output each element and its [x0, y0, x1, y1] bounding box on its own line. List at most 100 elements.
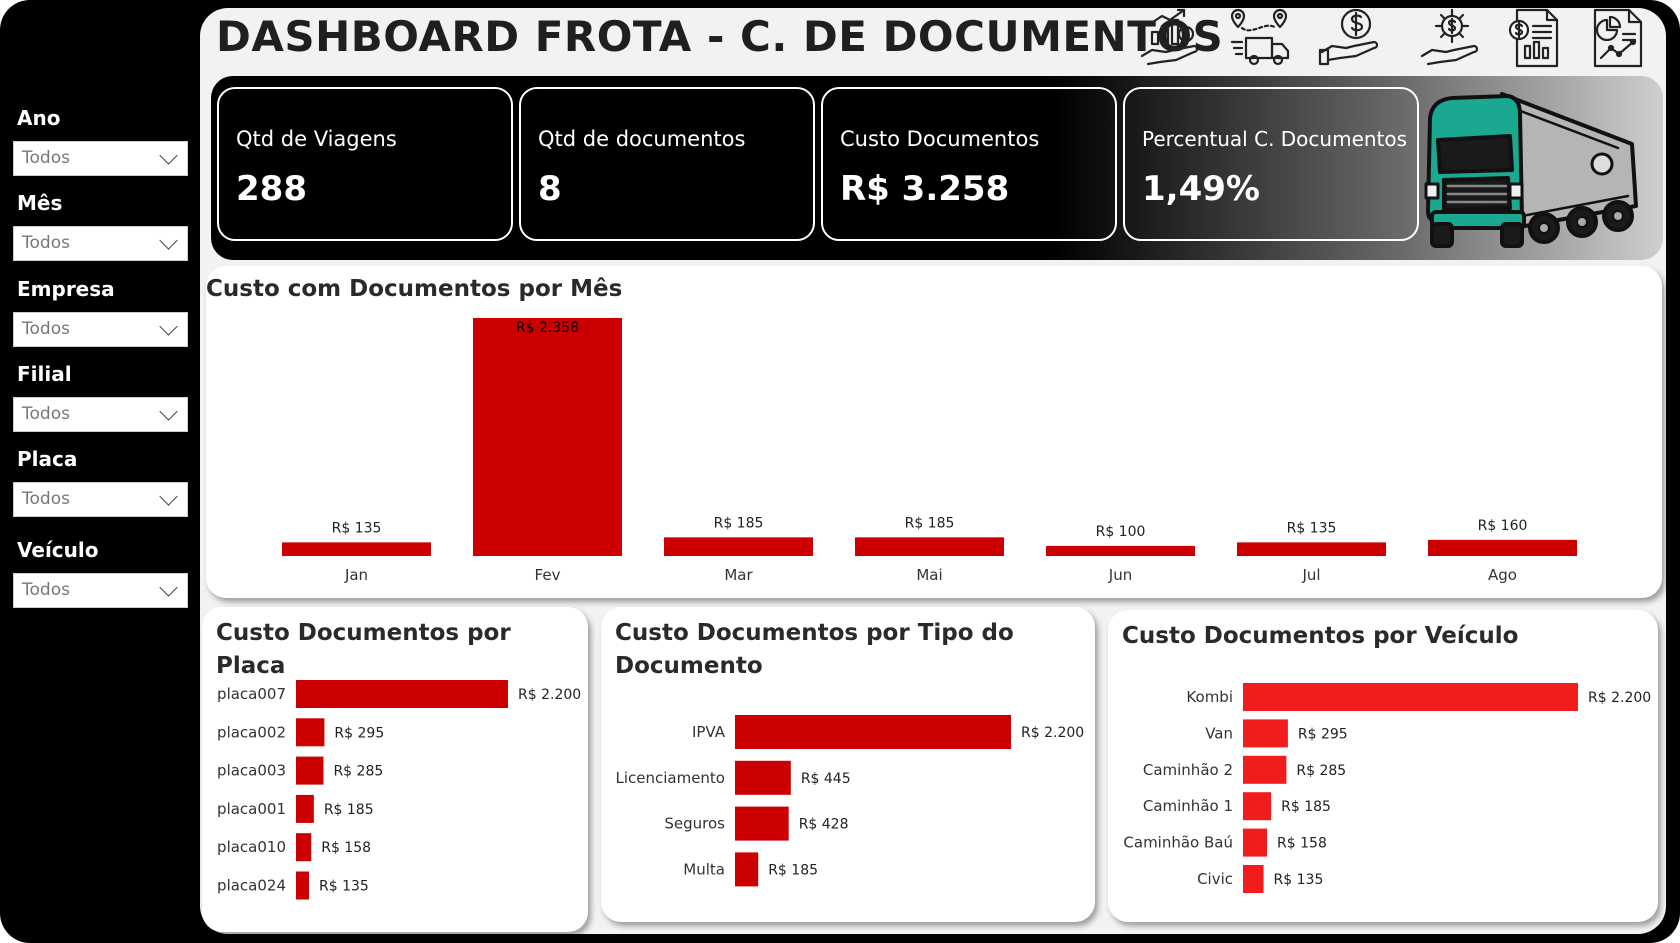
filter-value-empresa: Todos — [22, 319, 70, 339]
invoice-document-icon — [1508, 8, 1559, 68]
truck-icon — [1424, 92, 1638, 248]
filter-label-ano: Ano — [17, 106, 61, 130]
bar-multa — [735, 852, 759, 887]
category-label: Caminhão 1 — [1143, 797, 1233, 815]
bar-mes-fev — [473, 318, 622, 556]
category-label: placa010 — [217, 838, 286, 856]
panel-custo-mes: Custo com Documentos por Mês R$ 135 Jan R$… — [206, 266, 1662, 598]
chevron-down-icon — [159, 146, 178, 165]
filter-value-veiculo: Todos — [22, 580, 70, 600]
data-label: R$ 135 — [319, 879, 369, 895]
data-label: R$ 285 — [1296, 763, 1346, 779]
chevron-down-icon — [159, 402, 178, 421]
chart-custo-tipo: IPVA R$ 2.200 Licenciamento R$ 445 Seguros R$… — [615, 715, 1084, 887]
data-label: R$ 185 — [324, 802, 374, 818]
filter-label-empresa: Empresa — [17, 277, 115, 301]
bar-placa002 — [296, 718, 325, 747]
filter-value-filial: Todos — [22, 404, 70, 424]
filter-value-ano: Todos — [22, 148, 70, 168]
data-label: R$ 295 — [1298, 726, 1348, 742]
category-label: Kombi — [1186, 688, 1233, 706]
category-label: placa002 — [217, 723, 286, 741]
bar-placa001 — [296, 794, 314, 823]
gear-dollar-hand-icon — [1420, 8, 1479, 66]
data-label: R$ 2.200 — [1588, 690, 1651, 706]
filter-label-filial: Filial — [17, 362, 72, 386]
bar-mes-jan — [282, 542, 431, 556]
data-label: R$ 135 — [1274, 872, 1324, 888]
bar-ipva — [735, 715, 1011, 749]
panel-custo-veiculo: Custo Documentos por Veículo Kombi R$ 2.2… — [1108, 610, 1658, 922]
tick-label-mes: Mai — [916, 566, 942, 584]
bar-mes-jul — [1237, 542, 1386, 556]
kpi-label-custo: Custo Documentos — [840, 127, 1040, 151]
bar-caminhão-2 — [1243, 755, 1287, 784]
category-label: placa007 — [217, 685, 286, 703]
kpi-card-percentual: Percentual C. Documentos 1,49% — [1123, 87, 1419, 241]
tick-label-mes: Ago — [1488, 566, 1517, 584]
chart-title-mes: Custo com Documentos por Mês — [206, 276, 623, 302]
data-label-mes: R$ 2.358 — [516, 320, 579, 336]
data-label-mes: R$ 185 — [905, 515, 955, 531]
tick-label-mes: Jun — [1108, 566, 1132, 584]
category-label: placa001 — [217, 800, 286, 818]
chart-title-tipo: Custo Documentos por Tipo do Documento — [615, 620, 1014, 679]
bar-caminhão-baú — [1243, 828, 1268, 857]
kpi-value-documentos: 8 — [538, 169, 562, 209]
data-label-mes: R$ 185 — [714, 515, 764, 531]
bar-civic — [1243, 865, 1264, 893]
data-label: R$ 2.200 — [518, 687, 581, 703]
bar-caminhão-1 — [1243, 792, 1272, 821]
panel-custo-placa: Custo Documentos por Placa placa007 R$ 2.… — [202, 607, 588, 932]
data-label: R$ 158 — [1277, 836, 1327, 852]
money-hand-icon — [1318, 8, 1379, 66]
kpi-card-documentos: Qtd de documentos 8 — [519, 87, 815, 241]
data-label: R$ 285 — [333, 764, 383, 780]
filter-select-veiculo[interactable]: Todos — [13, 573, 188, 608]
report-chart-icon — [1593, 8, 1643, 68]
bar-placa024 — [296, 871, 310, 900]
category-label: Van — [1205, 724, 1233, 742]
category-label: Caminhão Baú — [1123, 834, 1233, 852]
tick-label-mes: Jul — [1301, 566, 1320, 584]
tick-label-mes: Jan — [344, 566, 368, 584]
category-label: Multa — [683, 860, 725, 878]
kpi-label-viagens: Qtd de Viagens — [236, 127, 397, 151]
data-label-mes: R$ 135 — [332, 520, 382, 536]
investment-hand-icon — [1140, 8, 1199, 66]
kpi-label-documentos: Qtd de documentos — [538, 127, 746, 151]
data-label-mes: R$ 160 — [1478, 518, 1528, 534]
kpi-card-custo: Custo Documentos R$ 3.258 — [821, 87, 1117, 241]
data-label-mes: R$ 100 — [1096, 524, 1146, 540]
filter-select-placa[interactable]: Todos — [13, 482, 188, 517]
chart-custo-mes: R$ 135 Jan R$ 2.358 Fev R$ 185 Mar R$ 185 Mai R$… — [282, 318, 1577, 584]
category-label: Civic — [1197, 870, 1233, 888]
filter-select-filial[interactable]: Todos — [13, 397, 188, 432]
data-label: R$ 185 — [1281, 799, 1331, 815]
chevron-down-icon — [159, 317, 178, 336]
filter-label-placa: Placa — [17, 447, 78, 471]
data-label: R$ 428 — [799, 817, 849, 833]
filter-label-mes: Mês — [17, 191, 63, 215]
chart-title-placa: Custo Documentos por Placa — [216, 620, 511, 679]
data-label: R$ 158 — [321, 840, 371, 856]
bar-mes-mar — [664, 537, 813, 556]
filter-select-empresa[interactable]: Todos — [13, 312, 188, 347]
data-label-mes: R$ 135 — [1287, 520, 1337, 536]
filter-select-ano[interactable]: Todos — [13, 141, 188, 176]
bar-placa003 — [296, 756, 324, 785]
kpi-label-percentual: Percentual C. Documentos — [1142, 127, 1408, 151]
bar-placa007 — [296, 680, 508, 708]
filter-select-mes[interactable]: Todos — [13, 226, 188, 261]
panel-custo-tipo: Custo Documentos por Tipo do Documento I… — [601, 607, 1095, 922]
tick-label-mes: Fev — [535, 566, 561, 584]
category-label: Seguros — [664, 815, 725, 833]
delivery-route-icon — [1230, 8, 1290, 66]
data-label: R$ 2.200 — [1021, 725, 1084, 741]
bar-mes-ago — [1428, 539, 1577, 556]
data-label: R$ 295 — [334, 725, 384, 741]
bar-mes-mai — [855, 537, 1004, 556]
page-title: DASHBOARD FROTA - C. DE DOCUMENTOS — [216, 12, 1224, 61]
category-label: IPVA — [692, 723, 726, 741]
kpi-card-viagens: Qtd de Viagens 288 — [217, 87, 513, 241]
